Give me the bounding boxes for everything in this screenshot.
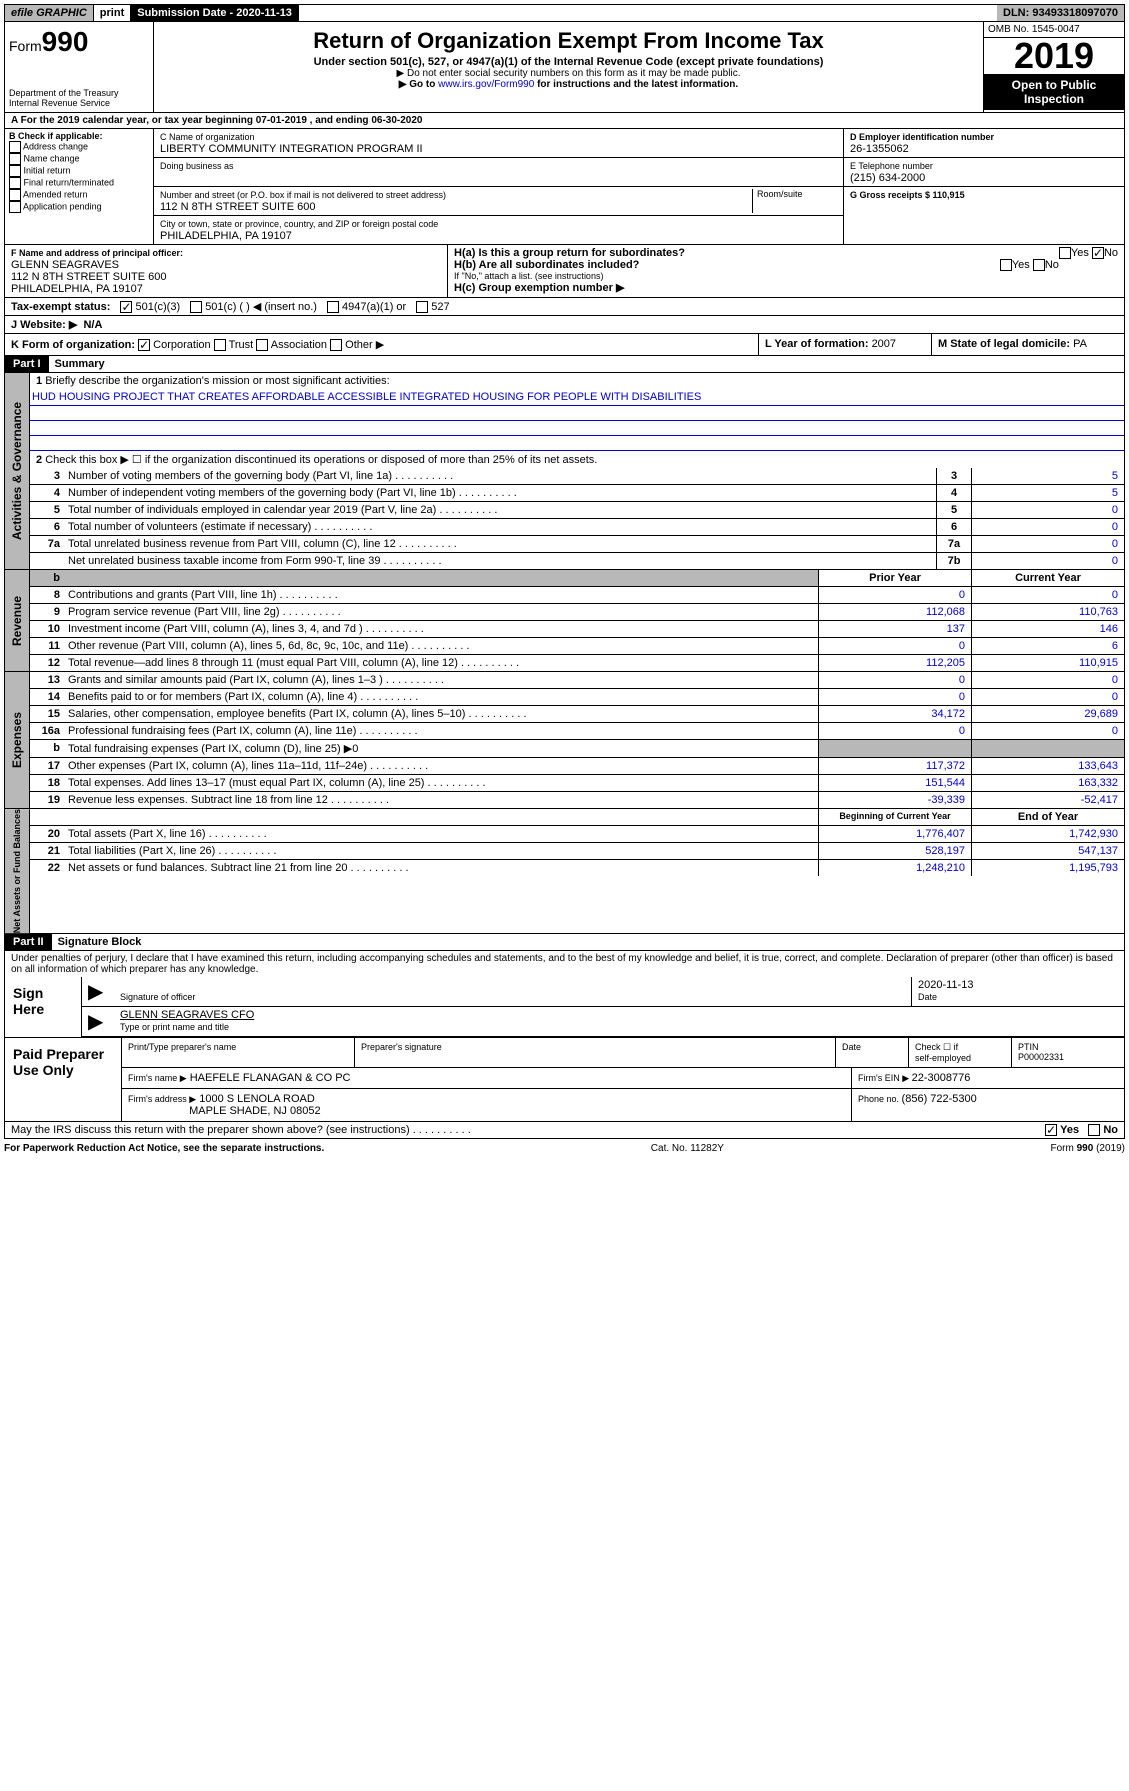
table-row: 15Salaries, other compensation, employee… — [30, 706, 1124, 723]
efile-label: efile GRAPHIC — [5, 5, 94, 21]
checkbox-501c3[interactable] — [120, 301, 132, 313]
tax-year: 2019 — [984, 38, 1124, 74]
submission-date: Submission Date - 2020-11-13 — [131, 5, 299, 21]
box-f: F Name and address of principal officer:… — [5, 245, 448, 297]
discuss-yes-checkbox[interactable] — [1045, 1124, 1057, 1136]
checkbox-527[interactable] — [416, 301, 428, 313]
table-row: 18Total expenses. Add lines 13–17 (must … — [30, 775, 1124, 792]
note-link: ▶ Go to www.irs.gov/Form990 for instruct… — [158, 79, 979, 90]
org-name: LIBERTY COMMUNITY INTEGRATION PROGRAM II — [160, 143, 423, 155]
side-revenue: Revenue — [5, 570, 30, 671]
expenses-section: Expenses 13Grants and similar amounts pa… — [4, 672, 1125, 809]
box-b: B Check if applicable: Address change Na… — [5, 129, 154, 244]
revenue-section: Revenue bPrior YearCurrent Year 8Contrib… — [4, 570, 1125, 672]
dept-label: Department of the Treasury — [9, 88, 149, 98]
ein: 26-1355062 — [850, 143, 909, 155]
firm-name: HAEFELE FLANAGAN & CO PC — [190, 1072, 351, 1084]
table-row: 4Number of independent voting members of… — [30, 485, 1124, 502]
table-row: 5Total number of individuals employed in… — [30, 502, 1124, 519]
note-ssn: ▶ Do not enter social security numbers o… — [158, 68, 979, 79]
website-row: J Website: ▶ N/A — [4, 316, 1125, 334]
table-row: 16aProfessional fundraising fees (Part I… — [30, 723, 1124, 740]
form-subtitle: Under section 501(c), 527, or 4947(a)(1)… — [158, 56, 979, 68]
checkbox-4947[interactable] — [327, 301, 339, 313]
table-row: Net unrelated business taxable income fr… — [30, 553, 1124, 569]
table-row: 11Other revenue (Part VIII, column (A), … — [30, 638, 1124, 655]
table-row: 17Other expenses (Part IX, column (A), l… — [30, 758, 1124, 775]
table-row: 10Investment income (Part VIII, column (… — [30, 621, 1124, 638]
discuss-row: May the IRS discuss this return with the… — [4, 1122, 1125, 1139]
irs-link[interactable]: www.irs.gov/Form990 — [438, 79, 534, 90]
table-row: 13Grants and similar amounts paid (Part … — [30, 672, 1124, 689]
side-governance: Activities & Governance — [5, 373, 30, 569]
row-klm: K Form of organization: Corporation Trus… — [4, 334, 1125, 356]
box-c: C Name of organizationLIBERTY COMMUNITY … — [154, 129, 843, 244]
org-city: PHILADELPHIA, PA 19107 — [160, 230, 292, 242]
part2-header: Part IISignature Block — [4, 934, 1125, 951]
table-row: 9Program service revenue (Part VIII, lin… — [30, 604, 1124, 621]
form-header: Form990 Department of the Treasury Inter… — [4, 22, 1125, 113]
block-bcd: B Check if applicable: Address change Na… — [4, 129, 1125, 245]
declaration-text: Under penalties of perjury, I declare th… — [5, 951, 1124, 977]
tax-exempt-row: Tax-exempt status: 501(c)(3) 501(c) ( ) … — [4, 298, 1125, 316]
discuss-no-checkbox[interactable] — [1088, 1124, 1100, 1136]
table-row: 8Contributions and grants (Part VIII, li… — [30, 587, 1124, 604]
checkbox-501c[interactable] — [190, 301, 202, 313]
table-row: 7aTotal unrelated business revenue from … — [30, 536, 1124, 553]
sign-here-label: Sign Here — [5, 977, 82, 1037]
signature-block: Under penalties of perjury, I declare th… — [4, 951, 1125, 1038]
print-button[interactable]: print — [94, 5, 131, 21]
side-expenses: Expenses — [5, 672, 30, 808]
calendar-year-row: A For the 2019 calendar year, or tax yea… — [4, 113, 1125, 129]
netassets-section: Net Assets or Fund Balances Beginning of… — [4, 809, 1125, 934]
dln-label: DLN: 93493318097070 — [997, 5, 1124, 21]
table-row: 22Net assets or fund balances. Subtract … — [30, 860, 1124, 876]
governance-section: Activities & Governance 1 Briefly descri… — [4, 373, 1125, 570]
table-row: 3Number of voting members of the governi… — [30, 468, 1124, 485]
table-row: 14Benefits paid to or for members (Part … — [30, 689, 1124, 706]
table-row: 6Total number of volunteers (estimate if… — [30, 519, 1124, 536]
table-row: 12Total revenue—add lines 8 through 11 (… — [30, 655, 1124, 671]
box-deg: D Employer identification number26-13550… — [843, 129, 1124, 244]
paid-preparer-block: Paid Preparer Use Only Print/Type prepar… — [4, 1038, 1125, 1122]
form-number: Form990 — [9, 26, 149, 58]
org-address: 112 N 8TH STREET SUITE 600 — [160, 201, 315, 213]
phone: (215) 634-2000 — [850, 172, 925, 184]
box-h: H(a) Is this a group return for subordin… — [448, 245, 1124, 297]
top-bar: efile GRAPHIC print Submission Date - 20… — [4, 4, 1125, 22]
mission-text: HUD HOUSING PROJECT THAT CREATES AFFORDA… — [30, 389, 1124, 406]
form-title: Return of Organization Exempt From Incom… — [158, 28, 979, 54]
part1-header: Part ISummary — [4, 356, 1125, 373]
gross-receipts: G Gross receipts $ 110,915 — [850, 190, 965, 200]
table-row: 21Total liabilities (Part X, line 26)528… — [30, 843, 1124, 860]
irs-label: Internal Revenue Service — [9, 98, 149, 108]
paid-preparer-label: Paid Preparer Use Only — [5, 1038, 122, 1121]
side-netassets: Net Assets or Fund Balances — [5, 809, 30, 933]
row-fh: F Name and address of principal officer:… — [4, 245, 1125, 298]
open-to-public: Open to Public Inspection — [984, 74, 1124, 110]
table-row: 20Total assets (Part X, line 16)1,776,40… — [30, 826, 1124, 843]
page-footer: For Paperwork Reduction Act Notice, see … — [4, 1139, 1125, 1158]
table-row: 19Revenue less expenses. Subtract line 1… — [30, 792, 1124, 808]
table-row: bTotal fundraising expenses (Part IX, co… — [30, 740, 1124, 758]
